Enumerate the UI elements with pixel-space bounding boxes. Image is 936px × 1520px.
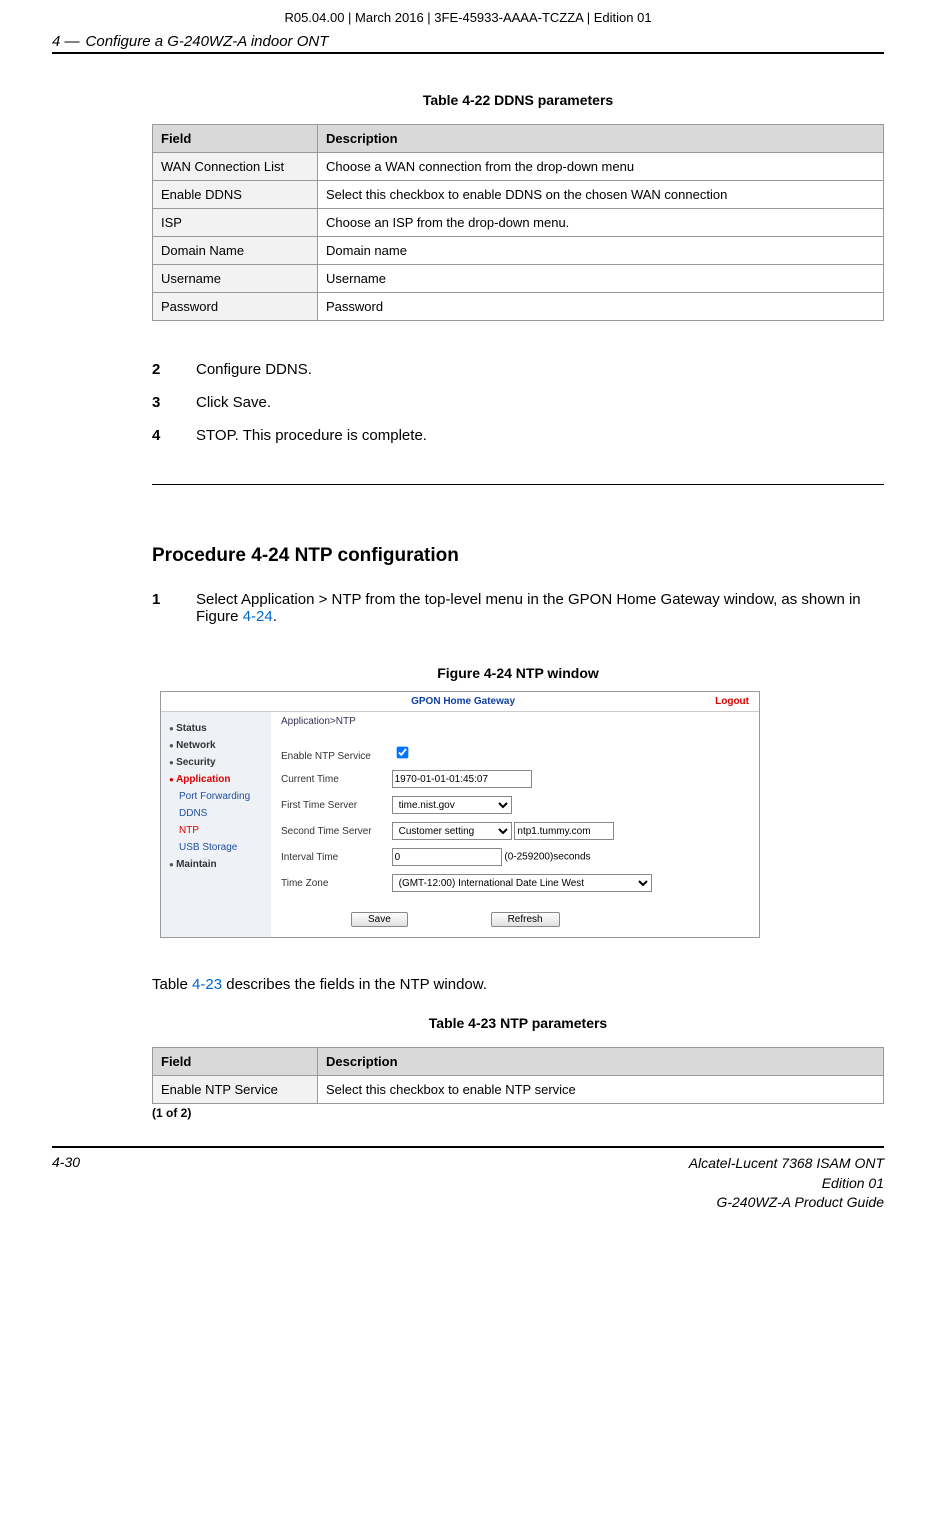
step: 3Click Save.: [152, 394, 884, 411]
ntp-form: Enable NTP Service Current Time First Ti…: [281, 739, 652, 896]
page-footer: 4-30 Alcatel-Lucent 7368 ISAM ONT Editio…: [52, 1146, 884, 1213]
interval-input[interactable]: [392, 848, 502, 866]
table-row: Domain NameDomain name: [153, 237, 884, 265]
table-cell: Domain name: [318, 237, 884, 265]
table-cell: Domain Name: [153, 237, 318, 265]
col-field: Field: [153, 1048, 318, 1076]
step: 1 Select Application > NTP from the top-…: [152, 591, 884, 625]
footer-line1: Alcatel-Lucent 7368 ISAM ONT: [689, 1154, 884, 1174]
timezone-label: Time Zone: [281, 870, 392, 896]
sidebar-item-application[interactable]: Application: [161, 771, 271, 788]
interval-label: Interval Time: [281, 844, 392, 870]
second-server-input[interactable]: [514, 822, 614, 840]
sidebar-item-status[interactable]: Status: [161, 720, 271, 737]
second-server-label: Second Time Server: [281, 818, 392, 844]
step: 2Configure DDNS.: [152, 361, 884, 378]
table-cell: Choose a WAN connection from the drop-do…: [318, 153, 884, 181]
separator-rule: [152, 484, 884, 485]
timezone-select[interactable]: (GMT-12:00) International Date Line West: [392, 874, 652, 892]
col-field: Field: [153, 125, 318, 153]
table-cell: Password: [153, 293, 318, 321]
table-cell: ISP: [153, 209, 318, 237]
table-row: WAN Connection ListChoose a WAN connecti…: [153, 153, 884, 181]
step-text: Click Save.: [196, 394, 884, 411]
chapter-number: 4 —: [52, 33, 80, 50]
table-22-caption: Table 4-22 DDNS parameters: [152, 92, 884, 108]
table-cell: Select this checkbox to enable NTP servi…: [318, 1076, 884, 1104]
second-server-select[interactable]: Customer setting: [392, 822, 512, 840]
page-number: 4-30: [52, 1154, 80, 1170]
current-time-input[interactable]: [392, 770, 532, 788]
figure-caption: Figure 4-24 NTP window: [152, 665, 884, 681]
section-header: 4 — Configure a G-240WZ-A indoor ONT: [52, 33, 884, 54]
sidebar-item-network[interactable]: Network: [161, 737, 271, 754]
breadcrumb: Application>NTP: [281, 716, 749, 727]
table-ref-note: Table 4-23 describes the fields in the N…: [152, 976, 884, 993]
note-prefix: Table: [152, 976, 192, 993]
logout-link[interactable]: Logout: [715, 696, 749, 707]
footer-line2: Edition 01: [689, 1174, 884, 1194]
ntp-window-screenshot: GPON Home Gateway Logout Status Network …: [160, 691, 760, 938]
col-description: Description: [318, 1048, 884, 1076]
first-server-label: First Time Server: [281, 792, 392, 818]
table-row: Enable NTP ServiceSelect this checkbox t…: [153, 1076, 884, 1104]
step-number: 3: [152, 394, 196, 411]
table-cell: Username: [318, 265, 884, 293]
step-number: 1: [152, 591, 196, 625]
sidebar-item-security[interactable]: Security: [161, 754, 271, 771]
save-button[interactable]: Save: [351, 912, 408, 927]
table-row: UsernameUsername: [153, 265, 884, 293]
step: 4STOP. This procedure is complete.: [152, 427, 884, 444]
enable-ntp-label: Enable NTP Service: [281, 739, 392, 766]
step-text-prefix: Select Application > NTP from the top-le…: [196, 591, 861, 625]
step-text-suffix: .: [273, 608, 277, 625]
step-list: 2Configure DDNS. 3Click Save. 4STOP. Thi…: [152, 361, 884, 444]
figure-xref[interactable]: 4-24: [243, 608, 273, 625]
footer-line3: G-240WZ-A Product Guide: [689, 1193, 884, 1213]
table-cell: WAN Connection List: [153, 153, 318, 181]
col-description: Description: [318, 125, 884, 153]
first-server-select[interactable]: time.nist.gov: [392, 796, 512, 814]
step-text: Configure DDNS.: [196, 361, 884, 378]
table-page-indicator: (1 of 2): [152, 1106, 884, 1120]
procedure-title: Procedure 4-24 NTP configuration: [152, 545, 884, 567]
sidebar-item-maintain[interactable]: Maintain: [161, 856, 271, 873]
note-suffix: describes the fields in the NTP window.: [222, 976, 487, 993]
table-row: Enable DDNSSelect this checkbox to enabl…: [153, 181, 884, 209]
sidebar-item-ddns[interactable]: DDNS: [161, 805, 271, 822]
sidebar-item-port-forwarding[interactable]: Port Forwarding: [161, 788, 271, 805]
table-cell: Password: [318, 293, 884, 321]
table-23-caption: Table 4-23 NTP parameters: [152, 1015, 884, 1031]
refresh-button[interactable]: Refresh: [491, 912, 560, 927]
current-time-label: Current Time: [281, 766, 392, 792]
table-row: PasswordPassword: [153, 293, 884, 321]
step-number: 4: [152, 427, 196, 444]
ntp-params-table: Field Description Enable NTP ServiceSele…: [152, 1047, 884, 1104]
doc-id-header: R05.04.00 | March 2016 | 3FE-45933-AAAA-…: [52, 10, 884, 25]
table-cell: Username: [153, 265, 318, 293]
table-cell: Enable NTP Service: [153, 1076, 318, 1104]
enable-ntp-checkbox[interactable]: [396, 747, 408, 759]
table-cell: Enable DDNS: [153, 181, 318, 209]
ddns-params-table: Field Description WAN Connection ListCho…: [152, 124, 884, 321]
sidebar-item-ntp[interactable]: NTP: [161, 822, 271, 839]
gateway-header: GPON Home Gateway Logout: [161, 692, 759, 712]
table-cell: Select this checkbox to enable DDNS on t…: [318, 181, 884, 209]
table-xref[interactable]: 4-23: [192, 976, 222, 993]
gateway-title: GPON Home Gateway: [211, 696, 715, 707]
sidebar-item-usb-storage[interactable]: USB Storage: [161, 839, 271, 856]
step-number: 2: [152, 361, 196, 378]
table-cell: Choose an ISP from the drop-down menu.: [318, 209, 884, 237]
gateway-main: Application>NTP Enable NTP Service Curre…: [271, 712, 759, 937]
table-row: ISPChoose an ISP from the drop-down menu…: [153, 209, 884, 237]
step-text: Select Application > NTP from the top-le…: [196, 591, 884, 625]
chapter-title: Configure a G-240WZ-A indoor ONT: [86, 33, 329, 50]
step-text: STOP. This procedure is complete.: [196, 427, 884, 444]
interval-hint: (0-259200)seconds: [504, 852, 590, 863]
gateway-sidebar: Status Network Security Application Port…: [161, 712, 271, 937]
